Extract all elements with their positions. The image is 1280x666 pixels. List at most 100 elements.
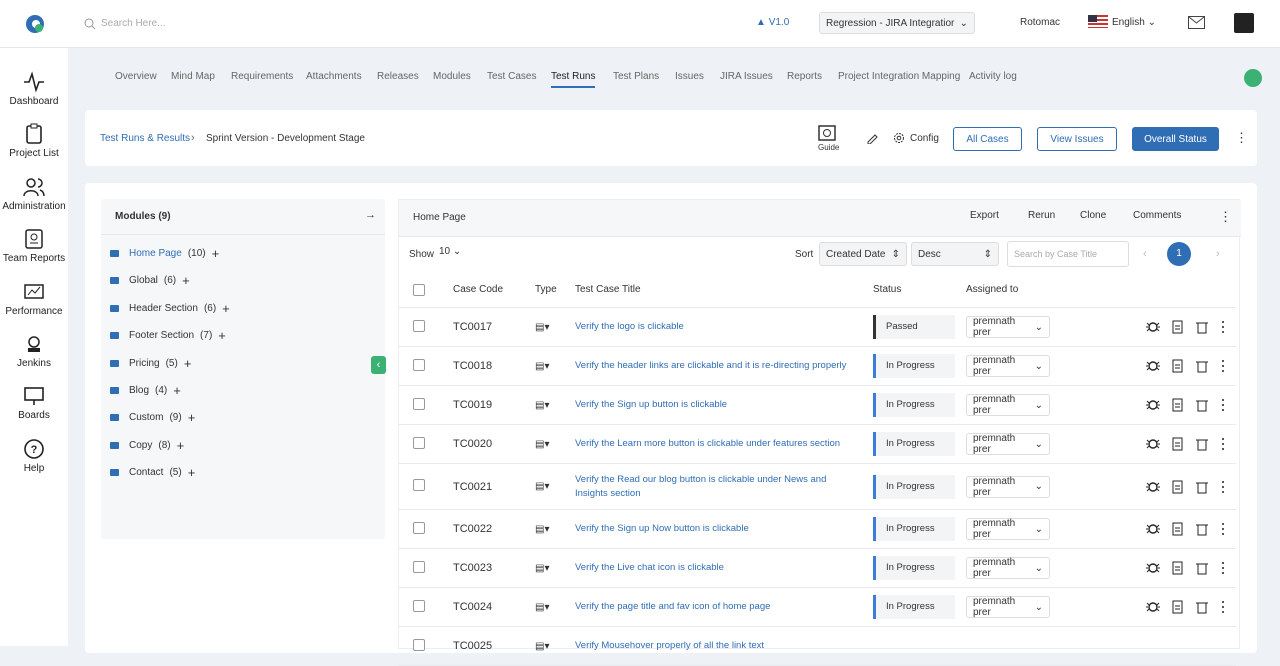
row-action[interactable]: [1196, 398, 1208, 412]
add-icon[interactable]: +: [173, 383, 181, 398]
row-action[interactable]: [1220, 398, 1232, 412]
assignee-select[interactable]: premnath prer ⌄: [966, 355, 1050, 377]
language-select[interactable]: English ⌄: [1112, 17, 1156, 28]
add-icon[interactable]: +: [183, 355, 192, 371]
checkbox[interactable]: [413, 397, 425, 410]
case-search[interactable]: Search by Case Title: [1007, 241, 1129, 267]
page-size-select[interactable]: 10 ⌄: [439, 246, 462, 257]
row-action[interactable]: [1220, 522, 1232, 536]
case-title[interactable]: Verify the logo is clickable: [575, 321, 684, 332]
row-action[interactable]: [1220, 320, 1232, 334]
next-page[interactable]: ›: [1216, 248, 1220, 260]
project-select[interactable]: Regression - JIRA Integratior ⌄: [819, 12, 975, 34]
assignee-select[interactable]: premnath prer ⌄: [966, 557, 1050, 579]
config-label[interactable]: Config: [910, 133, 939, 144]
module-item[interactable]: Custom (9) +: [110, 410, 195, 425]
row-action[interactable]: [1172, 561, 1184, 575]
checkbox[interactable]: [413, 521, 425, 534]
assignee-select[interactable]: premnath prer ⌄: [966, 316, 1050, 338]
add-icon[interactable]: +: [222, 300, 230, 316]
row-action[interactable]: [1172, 320, 1184, 334]
case-title[interactable]: Verify the Sign up button is clickable: [575, 399, 728, 410]
tab[interactable]: Test Cases: [487, 71, 536, 82]
row-action[interactable]: [1220, 480, 1232, 494]
sidebar-item[interactable]: Project List: [0, 123, 68, 159]
logo[interactable]: [25, 14, 45, 34]
checkbox[interactable]: [413, 479, 425, 491]
type-icon[interactable]: ▤▾: [535, 481, 550, 492]
case-title[interactable]: Verify Mousehover properly of all the li…: [575, 640, 765, 651]
tab[interactable]: Test Runs: [551, 71, 596, 88]
add-icon[interactable]: +: [187, 465, 196, 481]
case-title[interactable]: Verify the page title and fav icon of ho…: [575, 601, 771, 612]
checkbox[interactable]: [413, 436, 425, 449]
collapse-arrow[interactable]: →: [365, 209, 376, 221]
add-icon[interactable]: +: [211, 246, 220, 261]
toolbar-button[interactable]: View Issues: [1037, 127, 1117, 151]
panel-action[interactable]: Rerun: [1028, 210, 1056, 221]
row-action[interactable]: [1172, 398, 1184, 412]
breadcrumb-link[interactable]: Test Runs & Results: [100, 133, 191, 144]
module-item[interactable]: Home Page (10) +: [110, 246, 219, 261]
avatar[interactable]: [1234, 13, 1254, 33]
assignee-select[interactable]: premnath prer ⌄: [966, 596, 1050, 618]
case-title[interactable]: Verify the Live chat icon is clickable: [575, 562, 724, 573]
sort-field-select[interactable]: Created Date ⇕: [819, 242, 907, 266]
expand-handle[interactable]: ‹: [371, 356, 386, 374]
row-action[interactable]: [1172, 600, 1184, 614]
tab[interactable]: Project Integration Mapping: [838, 71, 960, 82]
tab[interactable]: Requirements: [231, 71, 293, 82]
guide-icon[interactable]: [818, 125, 836, 143]
module-item[interactable]: Copy (8) +: [110, 438, 184, 453]
add-icon[interactable]: +: [182, 273, 190, 289]
row-action[interactable]: [1196, 320, 1208, 334]
row-action[interactable]: [1196, 600, 1208, 614]
assignee-select[interactable]: premnath prer ⌄: [966, 433, 1050, 455]
row-action[interactable]: [1220, 359, 1232, 373]
tab[interactable]: Attachments: [306, 71, 362, 82]
toolbar-button[interactable]: All Cases: [953, 127, 1022, 151]
type-icon[interactable]: ▤▾: [535, 360, 550, 372]
row-action[interactable]: [1220, 437, 1232, 451]
checkbox[interactable]: [413, 283, 425, 296]
tab[interactable]: JIRA Issues: [720, 71, 773, 82]
module-item[interactable]: Footer Section (7) +: [110, 328, 226, 343]
type-icon[interactable]: ▤▾: [535, 321, 550, 333]
toolbar-button[interactable]: Overall Status: [1132, 127, 1219, 151]
case-title[interactable]: Verify the Read our blog button is click…: [575, 473, 827, 499]
type-icon[interactable]: ▤▾: [535, 399, 550, 411]
add-icon[interactable]: +: [218, 328, 226, 344]
row-action[interactable]: [1196, 359, 1208, 373]
module-item[interactable]: Header Section (6) +: [110, 301, 230, 316]
module-item[interactable]: Pricing (5) +: [110, 356, 191, 371]
type-icon[interactable]: ▤▾: [535, 523, 550, 535]
row-action[interactable]: [1172, 522, 1184, 536]
tab[interactable]: Overview: [115, 71, 157, 82]
module-item[interactable]: Global (6) +: [110, 273, 190, 288]
row-action[interactable]: [1220, 561, 1232, 575]
sidebar-item[interactable]: Jenkins: [0, 333, 68, 369]
sidebar-item[interactable]: Team Reports: [0, 228, 68, 264]
edit-icon[interactable]: [866, 132, 878, 144]
module-item[interactable]: Contact (5) +: [110, 465, 195, 480]
assignee-select[interactable]: premnath prer ⌄: [966, 394, 1050, 416]
tab[interactable]: Mind Map: [171, 71, 215, 82]
sidebar-item[interactable]: Boards: [0, 385, 68, 421]
prev-page[interactable]: ‹: [1143, 248, 1147, 260]
mail-icon[interactable]: [1188, 16, 1205, 29]
tab[interactable]: Reports: [787, 71, 822, 82]
sidebar-item[interactable]: Administration: [0, 176, 68, 212]
tab[interactable]: Test Plans: [613, 71, 659, 82]
assignee-select[interactable]: premnath prer ⌄: [966, 475, 1050, 498]
tab[interactable]: Modules: [433, 71, 471, 82]
sort-order-select[interactable]: Desc ⇕: [911, 242, 999, 266]
current-page[interactable]: 1: [1167, 242, 1191, 266]
panel-action[interactable]: Comments: [1133, 210, 1182, 221]
checkbox[interactable]: [413, 560, 425, 573]
row-action[interactable]: [1196, 561, 1208, 575]
sidebar-item[interactable]: ? Help: [0, 438, 68, 474]
row-action[interactable]: [1196, 522, 1208, 536]
toggle-button[interactable]: [1244, 69, 1262, 87]
assignee-select[interactable]: premnath prer ⌄: [966, 518, 1050, 540]
checkbox[interactable]: [413, 599, 425, 612]
